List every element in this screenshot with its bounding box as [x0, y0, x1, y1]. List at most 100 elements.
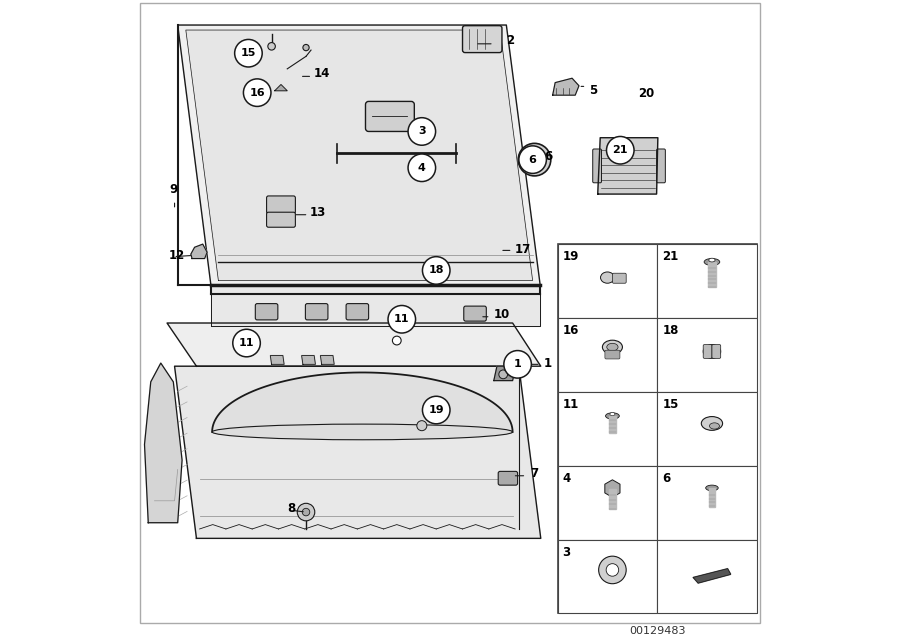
FancyBboxPatch shape — [499, 471, 517, 485]
Bar — [558, 244, 657, 318]
Text: 6: 6 — [544, 150, 552, 163]
Ellipse shape — [706, 485, 718, 491]
Text: 15: 15 — [662, 398, 679, 411]
Circle shape — [422, 396, 450, 424]
Circle shape — [235, 39, 262, 67]
Polygon shape — [598, 138, 658, 194]
Text: 21: 21 — [613, 145, 628, 155]
Text: 11: 11 — [562, 398, 579, 411]
Text: 11: 11 — [394, 314, 410, 324]
FancyBboxPatch shape — [657, 149, 665, 183]
Text: 4: 4 — [562, 472, 571, 485]
Text: 11: 11 — [238, 338, 255, 348]
Circle shape — [408, 154, 436, 181]
Bar — [657, 392, 757, 466]
Bar — [657, 539, 757, 614]
Circle shape — [504, 350, 531, 378]
Circle shape — [518, 143, 551, 176]
Circle shape — [607, 563, 618, 576]
FancyBboxPatch shape — [305, 303, 328, 320]
Bar — [709, 488, 716, 508]
Ellipse shape — [709, 258, 716, 262]
Polygon shape — [191, 244, 207, 259]
Ellipse shape — [610, 413, 615, 416]
FancyBboxPatch shape — [703, 345, 712, 358]
Polygon shape — [177, 25, 540, 285]
Text: 1: 1 — [544, 357, 552, 370]
Text: 10: 10 — [494, 308, 510, 321]
Ellipse shape — [212, 424, 513, 439]
Circle shape — [519, 146, 546, 174]
Text: 13: 13 — [310, 206, 326, 219]
FancyBboxPatch shape — [605, 350, 620, 359]
Circle shape — [392, 336, 401, 345]
FancyBboxPatch shape — [612, 273, 626, 283]
Text: 3: 3 — [418, 127, 426, 137]
Polygon shape — [553, 78, 579, 95]
FancyBboxPatch shape — [266, 196, 295, 214]
Ellipse shape — [703, 345, 721, 358]
Polygon shape — [175, 366, 541, 538]
Text: 16: 16 — [562, 324, 579, 337]
Text: 1: 1 — [514, 359, 521, 370]
Circle shape — [523, 148, 545, 171]
Circle shape — [607, 137, 634, 164]
Text: 2: 2 — [507, 34, 515, 47]
Bar — [657, 318, 757, 392]
Bar — [558, 244, 757, 614]
Bar — [609, 416, 616, 433]
Polygon shape — [145, 363, 182, 523]
Text: 19: 19 — [428, 405, 444, 415]
Polygon shape — [693, 569, 731, 583]
Polygon shape — [274, 85, 287, 91]
Text: 15: 15 — [240, 48, 256, 59]
Circle shape — [297, 503, 315, 521]
Ellipse shape — [701, 417, 723, 431]
Text: 18: 18 — [662, 324, 679, 337]
Text: 5: 5 — [589, 84, 598, 97]
Text: 18: 18 — [428, 265, 444, 275]
Text: 3: 3 — [562, 546, 571, 559]
Ellipse shape — [704, 258, 720, 265]
Ellipse shape — [600, 272, 615, 283]
Polygon shape — [185, 30, 533, 280]
Circle shape — [268, 43, 275, 50]
Ellipse shape — [607, 343, 618, 351]
FancyBboxPatch shape — [593, 149, 601, 183]
Polygon shape — [494, 366, 516, 380]
Bar — [558, 539, 657, 614]
Bar — [558, 392, 657, 466]
Text: 17: 17 — [515, 243, 531, 256]
Text: 6: 6 — [662, 472, 670, 485]
Circle shape — [417, 420, 427, 431]
Polygon shape — [167, 323, 541, 366]
FancyBboxPatch shape — [266, 212, 295, 227]
Text: 16: 16 — [249, 88, 265, 98]
Text: 4: 4 — [418, 163, 426, 173]
Bar — [657, 244, 757, 318]
FancyBboxPatch shape — [464, 306, 486, 321]
Polygon shape — [302, 356, 315, 364]
Ellipse shape — [606, 413, 619, 419]
FancyBboxPatch shape — [256, 303, 278, 320]
Circle shape — [388, 305, 416, 333]
Text: 21: 21 — [662, 251, 679, 263]
Circle shape — [408, 118, 436, 145]
Circle shape — [598, 556, 626, 584]
Circle shape — [302, 508, 310, 516]
Circle shape — [499, 370, 508, 378]
Bar — [657, 466, 757, 539]
Circle shape — [422, 257, 450, 284]
FancyBboxPatch shape — [365, 101, 414, 132]
Text: 12: 12 — [168, 249, 184, 262]
Text: 7: 7 — [530, 467, 538, 480]
Text: 8: 8 — [287, 502, 295, 515]
Circle shape — [233, 329, 260, 357]
Circle shape — [303, 45, 310, 51]
Polygon shape — [211, 286, 540, 326]
Bar — [609, 488, 616, 509]
FancyBboxPatch shape — [712, 345, 721, 358]
Polygon shape — [270, 356, 284, 364]
Text: 6: 6 — [528, 155, 536, 165]
Polygon shape — [320, 356, 334, 364]
